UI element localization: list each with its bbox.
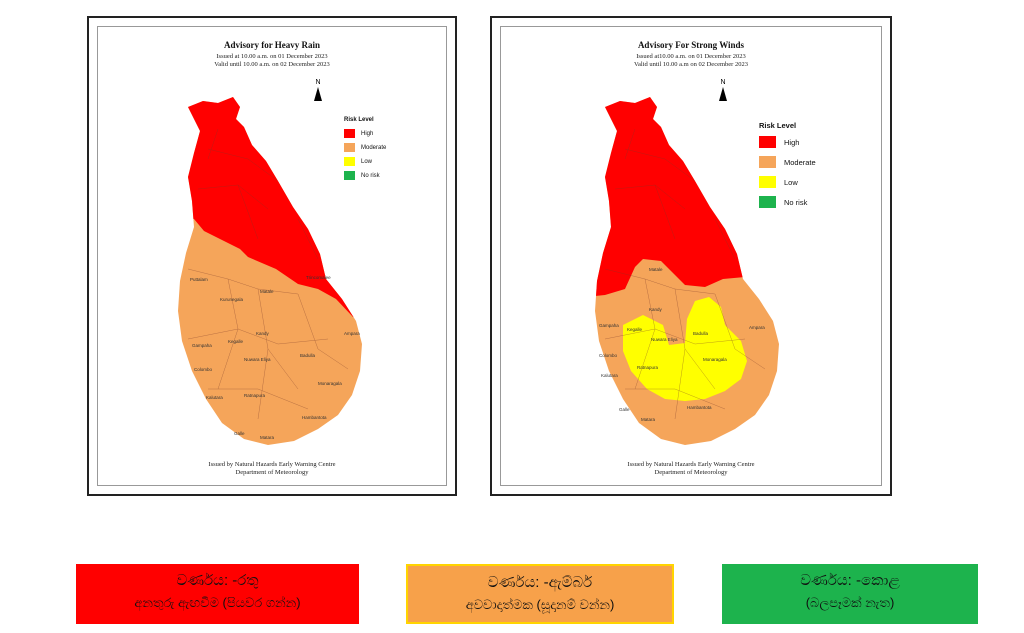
green-no-impact-banner: වර්ණය: -කොළ (බලපෑමක් නැත) (722, 564, 978, 624)
district-label: Hambantota (687, 405, 712, 410)
footer-department: Department of Meteorology (654, 469, 728, 476)
district-label: Trincomalee (306, 275, 331, 280)
legend: Risk Level High Moderate Low No risk (344, 117, 386, 185)
map-footer: Issued by Natural Hazards Early Warning … (501, 461, 881, 477)
legend-label: High (361, 130, 374, 137)
district-label: Kandy (649, 307, 663, 312)
district-label: Monaragala (318, 381, 342, 386)
north-label: N (315, 79, 321, 86)
district-label: Ratnapura (244, 393, 266, 398)
banner-meaning: අනතුරු ඇඟවීම (පියවර ගන්න) (134, 595, 301, 610)
north-arrow-icon: N (719, 79, 727, 101)
footer-issuer: Issued by Natural Hazards Early Warning … (208, 461, 336, 468)
map-title: Advisory For Strong Winds (637, 40, 745, 50)
north-arrow-icon: N (314, 79, 322, 101)
district-label: Kegalle (228, 339, 244, 344)
banner-color-label: වර්ණය: -කොළ (800, 572, 900, 589)
district-label: Kurunegala (220, 297, 244, 302)
footer-department: Department of Meteorology (235, 469, 309, 476)
legend-title: Risk Level (759, 121, 797, 130)
district-label: Matara (641, 417, 656, 422)
legend-label: High (784, 137, 800, 147)
valid-until: Valid until 10.00 a.m. on 02 December 20… (214, 61, 330, 68)
footer-issuer: Issued by Natural Hazards Early Warning … (627, 461, 755, 468)
district-label: Matale (260, 289, 274, 294)
map-frame: Advisory For Strong Winds Issued at10.00… (500, 26, 882, 486)
legend-label: No risk (784, 197, 808, 207)
district-label: Nuwara Eliya (244, 357, 271, 362)
sri-lanka-wind-map: Matale Kandy Kegalle Gampaha Colombo Nuw… (595, 97, 779, 445)
district-label: Kalutara (601, 373, 618, 378)
district-label: Gampaha (599, 323, 619, 328)
district-label: Kalutara (206, 395, 223, 400)
district-label: Matara (260, 435, 275, 440)
legend-label: Low (361, 158, 373, 165)
district-label: Kegalle (627, 327, 643, 332)
district-label: Nuwara Eliya (651, 337, 678, 342)
map-footer: Issued by Natural Hazards Early Warning … (98, 461, 446, 477)
legend-item-no-risk: No risk (759, 196, 816, 208)
legend-item-no-risk: No risk (344, 171, 386, 180)
legend-item-high: High (344, 129, 386, 138)
legend-label: Low (784, 177, 798, 187)
legend-item-moderate: Moderate (759, 156, 816, 168)
district-label: Puttalam (190, 277, 208, 282)
heavy-rain-map-panel: Advisory for Heavy Rain Issued at 10.00 … (87, 16, 457, 496)
legend-label: Moderate (784, 157, 816, 167)
map-frame: Advisory for Heavy Rain Issued at 10.00 … (97, 26, 447, 486)
sri-lanka-rain-map: Puttalam Kurunegala Matale Kandy Gampaha… (178, 97, 362, 445)
issued-time: Issued at10.00 a.m. on 01 December 2023 (636, 53, 746, 60)
map-title: Advisory for Heavy Rain (223, 40, 321, 50)
banner-meaning: අවවාදාත්මක (සූදානම් වන්න) (465, 597, 615, 612)
issued-info: Issued at10.00 a.m. on 01 December 2023 … (501, 53, 881, 69)
district-label: Matale (649, 267, 663, 272)
district-label: Ratnapura (637, 365, 659, 370)
strong-winds-map-panel: Advisory For Strong Winds Issued at10.00… (490, 16, 892, 496)
north-label: N (720, 79, 726, 86)
district-label: Monaragala (703, 357, 727, 362)
district-label: Galle (234, 431, 245, 436)
legend-label: No risk (361, 172, 380, 179)
district-label: Badulla (693, 331, 709, 336)
valid-until: Valid until 10.00 a.m on 02 December 202… (634, 61, 748, 68)
district-label: Colombo (599, 353, 618, 358)
red-warning-banner: වර්ණය: -රතු අනතුරු ඇඟවීම (පියවර ගන්න) (76, 564, 359, 624)
district-label: Gampaha (192, 343, 212, 348)
legend-item-low: Low (759, 176, 816, 188)
legend: Risk Level High Moderate Low No risk (759, 121, 816, 216)
district-labels: Matale Kandy Kegalle Gampaha Colombo Nuw… (599, 267, 765, 422)
banner-meaning: (බලපෑමක් නැත) (805, 595, 895, 610)
legend-title: Risk Level (344, 117, 374, 123)
district-labels: Puttalam Kurunegala Matale Kandy Gampaha… (190, 275, 360, 440)
district-label: Galle (619, 407, 630, 412)
district-label: Ampara (749, 325, 765, 330)
issued-info: Issued at 10.00 a.m. on 01 December 2023… (98, 53, 446, 69)
district-label: Kandy (256, 331, 270, 336)
district-label: Colombo (194, 367, 213, 372)
district-label: Ampara (344, 331, 360, 336)
district-label: Hambantota (302, 415, 327, 420)
district-label: Badulla (300, 353, 316, 358)
banner-color-label: වර්ණය: -ඇම්බර් (487, 574, 593, 591)
amber-warning-banner: වර්ණය: -ඇම්බර් අවවාදාත්මක (සූදානම් වන්න) (406, 564, 674, 624)
legend-item-moderate: Moderate (344, 143, 386, 152)
banner-color-label: වර්ණය: -රතු (176, 572, 259, 589)
legend-item-low: Low (344, 157, 386, 166)
issued-time: Issued at 10.00 a.m. on 01 December 2023 (216, 53, 328, 60)
legend-label: Moderate (361, 144, 387, 151)
legend-item-high: High (759, 136, 816, 148)
